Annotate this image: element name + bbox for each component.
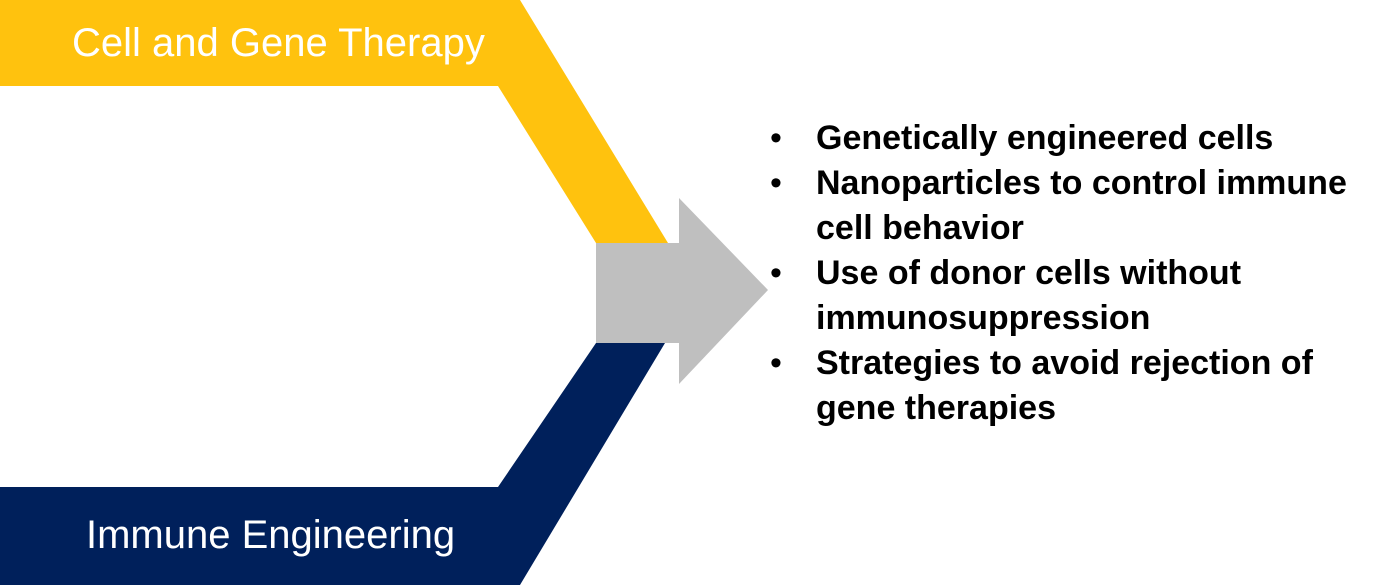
bullet-dot: • bbox=[770, 164, 782, 202]
bottom-band-label: Immune Engineering bbox=[86, 513, 456, 557]
merge-arrow bbox=[596, 198, 768, 384]
bullet-item: • Nanoparticles to control immune cell b… bbox=[770, 161, 1380, 251]
bullet-item: • Strategies to avoid rejection of gene … bbox=[770, 341, 1380, 431]
bullet-text: Use of donor cells without immunosuppres… bbox=[816, 254, 1242, 337]
bullet-text: Strategies to avoid rejection of gene th… bbox=[816, 344, 1313, 427]
bullet-item: • Use of donor cells without immunosuppr… bbox=[770, 251, 1380, 341]
bullet-list: • Genetically engineered cells • Nanopar… bbox=[770, 116, 1380, 431]
bullet-item: • Genetically engineered cells bbox=[770, 116, 1380, 161]
top-band-shape bbox=[0, 0, 668, 243]
bullet-text: Nanoparticles to control immune cell beh… bbox=[816, 164, 1347, 247]
bullet-dot: • bbox=[770, 344, 782, 382]
top-band-label: Cell and Gene Therapy bbox=[72, 21, 485, 65]
bottom-band-shape bbox=[0, 343, 665, 585]
bullet-dot: • bbox=[770, 119, 782, 157]
bullet-dot: • bbox=[770, 254, 782, 292]
bullet-text: Genetically engineered cells bbox=[816, 119, 1274, 157]
